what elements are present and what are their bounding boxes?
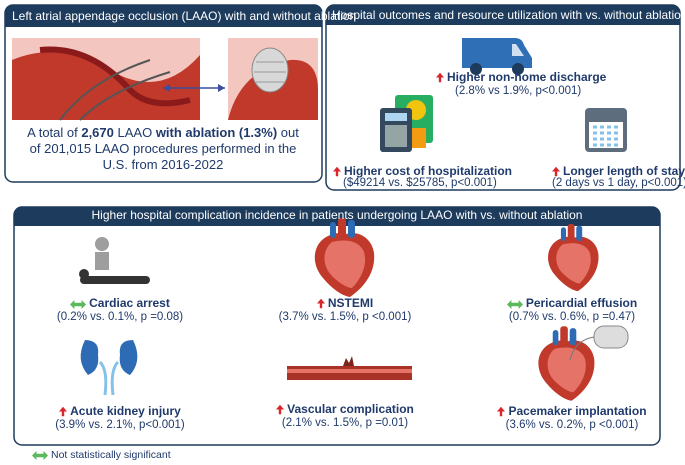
complication-label-text: Pacemaker implantation: [508, 404, 647, 418]
outcomes-panel-frame: [325, 4, 681, 191]
complications-panel-frame-part: [14, 207, 660, 226]
laao-device-part: [251, 47, 289, 93]
complication-label-part-part: [276, 405, 284, 415]
complication-label: Pericardial effusion: [472, 296, 672, 310]
complication-label-part-part: [59, 407, 67, 417]
summary-text: out of 201,015 LAAO procedures performed…: [29, 125, 299, 172]
outcome-label-part-part: [436, 73, 444, 83]
outcome-label: Higher cost of hospitalization: [333, 164, 512, 178]
cardiac-arrest-icon-part: [95, 252, 109, 270]
complication-label-part-part: [70, 300, 86, 309]
complication-detail: (3.9% vs. 2.1%, p<0.001): [55, 419, 185, 431]
calculator-icon-part: [385, 113, 407, 121]
pacemaker-device: [569, 325, 629, 361]
outcome-label-part: [333, 166, 341, 177]
heart-cross-section-part: [59, 59, 151, 121]
complication-label-text: Vascular complication: [287, 402, 414, 416]
complication-detail: (0.2% vs. 0.1%, p =0.08): [56, 311, 184, 323]
cardiac-arrest-icon-part: [80, 276, 150, 284]
complication-label-text: Acute kidney injury: [70, 404, 181, 418]
intro-summary: A total of 2,670 LAAO with ablation (1.3…: [20, 125, 306, 173]
heart-cross-section-part: [39, 46, 191, 107]
outcome-label-part: [552, 166, 560, 177]
cardiac-arrest-icon-part: [79, 269, 89, 279]
outcome-label-part-part: [333, 167, 341, 177]
vessel-icon: [287, 356, 412, 380]
complication-label-part: [497, 406, 505, 417]
vessel-icon-part: [343, 356, 354, 366]
double-arrow: [163, 84, 225, 92]
complication-label-text: NSTEMI: [327, 296, 374, 310]
outcome-label-text: Higher cost of hospitalization: [344, 164, 513, 178]
calendar-icon: [585, 108, 627, 152]
complication-detail: (3.7% vs. 1.5%, p <0.001): [278, 311, 412, 323]
complication-label: NSTEMI: [245, 296, 445, 310]
intro-title: Left atrial appendage occlusion (LAAO) w…: [12, 9, 357, 23]
van-icon-part: [512, 63, 524, 75]
complications-title: Higher hospital complication incidence i…: [91, 208, 583, 222]
cardiac-arrest-icon-part: [95, 237, 109, 251]
outcome-label-part: [436, 72, 444, 83]
complication-label-part: [317, 298, 325, 309]
van-icon-part: [512, 44, 524, 56]
kidney-icon-part: [98, 360, 120, 396]
outcome-detail: (2.8% vs 1.9%, p<0.001): [455, 85, 582, 97]
outcome-detail: (2 days vs 1 day, p<0.001): [552, 177, 685, 189]
kidney-icon-part: [80, 340, 99, 375]
summary-text: LAAO: [113, 125, 156, 140]
complication-detail: (2.1% vs. 1.5%, p =0.01): [281, 417, 409, 429]
complication-label: Vascular complication: [245, 402, 445, 416]
complication-label-text: Pericardial effusion: [525, 296, 638, 310]
summary-count: 2,670: [81, 125, 114, 140]
complication-label: Acute kidney injury: [20, 404, 220, 418]
heart-cross-section: [12, 38, 200, 121]
complication-label: Pacemaker implantation: [472, 404, 672, 418]
summary-ablation: with ablation (1.3%): [155, 125, 278, 140]
van-icon-part: [470, 63, 482, 75]
legend-label: Not statistically significant: [51, 449, 171, 461]
pacemaker-device-part: [593, 325, 629, 349]
legend-part: [32, 451, 48, 460]
complications-panel-frame: [13, 206, 661, 446]
intro-panel-frame-part: [5, 5, 322, 27]
complication-label-part: [70, 300, 86, 309]
outcomes-panel-frame-part: [325, 4, 681, 191]
van-icon: [462, 38, 532, 75]
complication-label-part: [507, 300, 523, 309]
outcome-label-text: Longer length of stay: [563, 164, 685, 178]
outcome-label-text: Higher non-home discharge: [447, 70, 607, 84]
complication-label-part: [276, 404, 284, 415]
complication-label-text: Cardiac arrest: [89, 296, 170, 310]
outcomes-panel-frame-part: [326, 5, 680, 25]
kidney-icon: [80, 340, 138, 396]
calculator-icon-part: [412, 128, 426, 148]
calculator-icon: [380, 95, 433, 152]
laao-device: [228, 38, 318, 120]
legend: Not statistically significant: [32, 449, 171, 461]
complication-label-part-part: [497, 407, 505, 417]
pacemaker-device-part: [569, 336, 595, 361]
vessel-icon-part: [287, 369, 412, 373]
complication-label-part-part: [507, 300, 523, 309]
complication-detail: (0.7% vs. 0.6%, p =0.47): [508, 311, 636, 323]
complication-label: Cardiac arrest: [20, 296, 220, 310]
summary-text: A total of: [27, 125, 82, 140]
complication-detail: (3.6% vs. 0.2%, p <0.001): [505, 419, 639, 431]
outcome-label: Longer length of stay: [552, 164, 685, 178]
outcome-label-part-part: [552, 167, 560, 177]
laao-device-part: [254, 61, 286, 83]
calculator-icon-part: [385, 125, 407, 147]
outcome-detail: ($49214 vs. $25785, p<0.001): [343, 177, 497, 189]
cardiac-arrest-icon: [79, 237, 150, 284]
outcome-label: Higher non-home discharge: [436, 70, 606, 84]
kidney-icon-part: [119, 340, 138, 375]
double-arrow-part: [163, 84, 225, 92]
heart-cross-section-part: [79, 71, 171, 121]
legend-part-part: [32, 451, 48, 460]
outcomes-title: Hospital outcomes and resource utilizati…: [332, 8, 685, 22]
complication-label-part: [59, 406, 67, 417]
complication-label-part-part: [317, 299, 325, 309]
